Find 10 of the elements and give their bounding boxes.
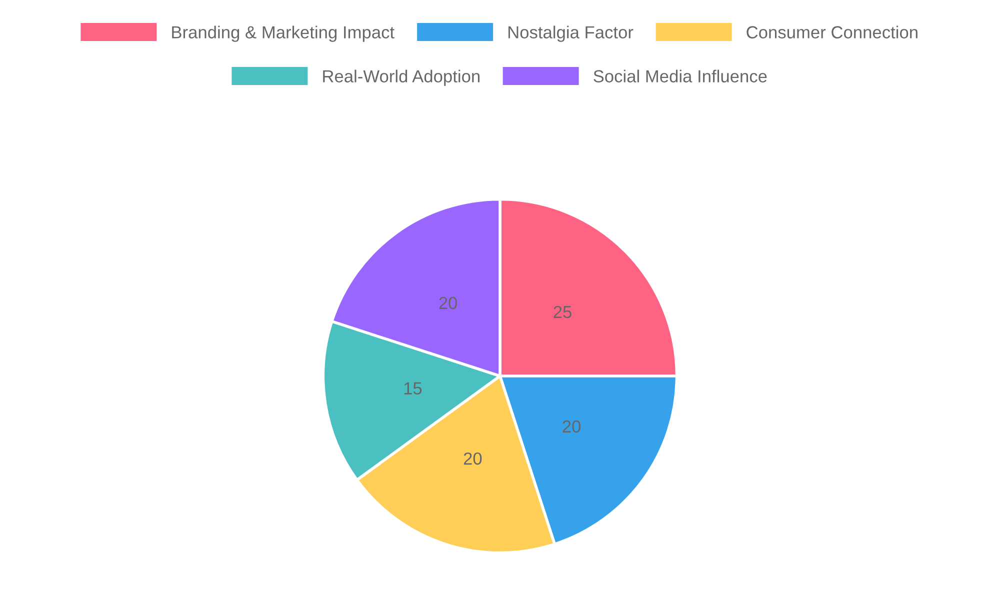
data-label: 25	[554, 306, 572, 318]
legend-label: Real-World Adoption	[323, 70, 480, 86]
legend-label: Social Media Influence	[594, 70, 767, 82]
legend-label: Consumer Connection	[746, 26, 918, 38]
legend-label: Branding & Marketing Impact	[172, 26, 394, 42]
data-label: 20	[464, 452, 482, 465]
data-label: 20	[439, 296, 458, 310]
data-label: 20	[562, 420, 580, 433]
data-label: 15	[404, 382, 422, 394]
legend-label: Nostalgia Factor	[508, 26, 634, 42]
